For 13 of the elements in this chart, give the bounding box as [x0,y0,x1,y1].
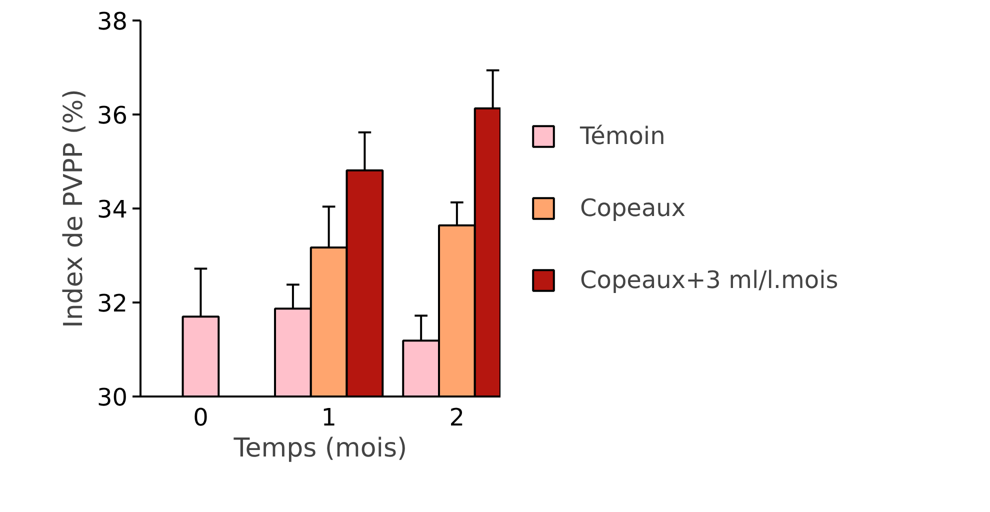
legend-label: Témoin [580,122,666,150]
y-tick-label: 32 [96,290,128,318]
legend-label: Copeaux+3 ml/l.mois [580,266,838,294]
y-tick-label: 30 [96,384,128,412]
legend-label: Copeaux [580,194,686,222]
x-tick-label: 2 [449,404,465,432]
y-axis-title: Index de PVPP (%) [58,89,89,328]
x-tick-label: 0 [193,404,208,432]
y-tick-label: 34 [96,196,128,224]
y-tick-label: 36 [96,102,128,130]
x-axis-title: Temps (mois) [232,434,408,464]
y-tick-label: 38 [96,8,128,36]
x-tick-label: 1 [321,404,336,432]
